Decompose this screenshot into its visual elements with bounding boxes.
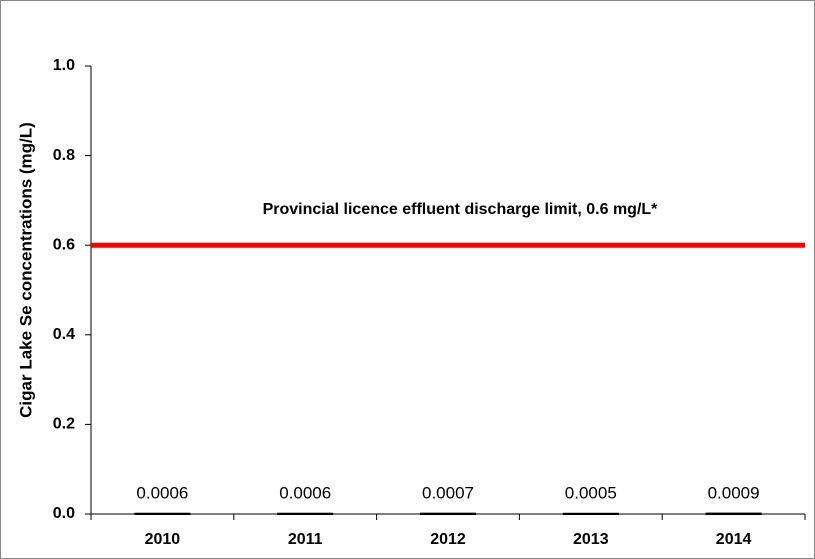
x-tick-label: 2014: [716, 531, 752, 548]
data-label: 0.0006: [279, 483, 331, 502]
bar: [277, 512, 334, 515]
y-tick-label: 0.4: [53, 326, 75, 343]
y-tick-label: 1.0: [53, 57, 75, 74]
data-label: 0.0007: [422, 483, 474, 502]
bar: [420, 512, 476, 515]
data-label: 0.0005: [565, 483, 617, 502]
x-tick-label: 2012: [430, 531, 466, 548]
bar: [134, 512, 191, 515]
x-tick-label: 2010: [145, 531, 181, 548]
y-axis-label: Cigar Lake Se concentrations (mg/L): [16, 122, 35, 418]
y-tick-label: 0.0: [53, 505, 75, 522]
y-tick-label: 0.8: [53, 147, 75, 164]
x-tick-label: 2013: [573, 531, 609, 548]
y-tick-label: 0.6: [53, 236, 75, 253]
reference-label: Provincial licence effluent discharge li…: [263, 201, 659, 218]
bar: [562, 512, 619, 515]
data-label: 0.0009: [708, 483, 760, 502]
x-tick-label: 2011: [288, 531, 323, 548]
bar: [705, 512, 762, 515]
data-label: 0.0006: [136, 483, 188, 502]
y-tick-label: 0.2: [53, 416, 75, 433]
